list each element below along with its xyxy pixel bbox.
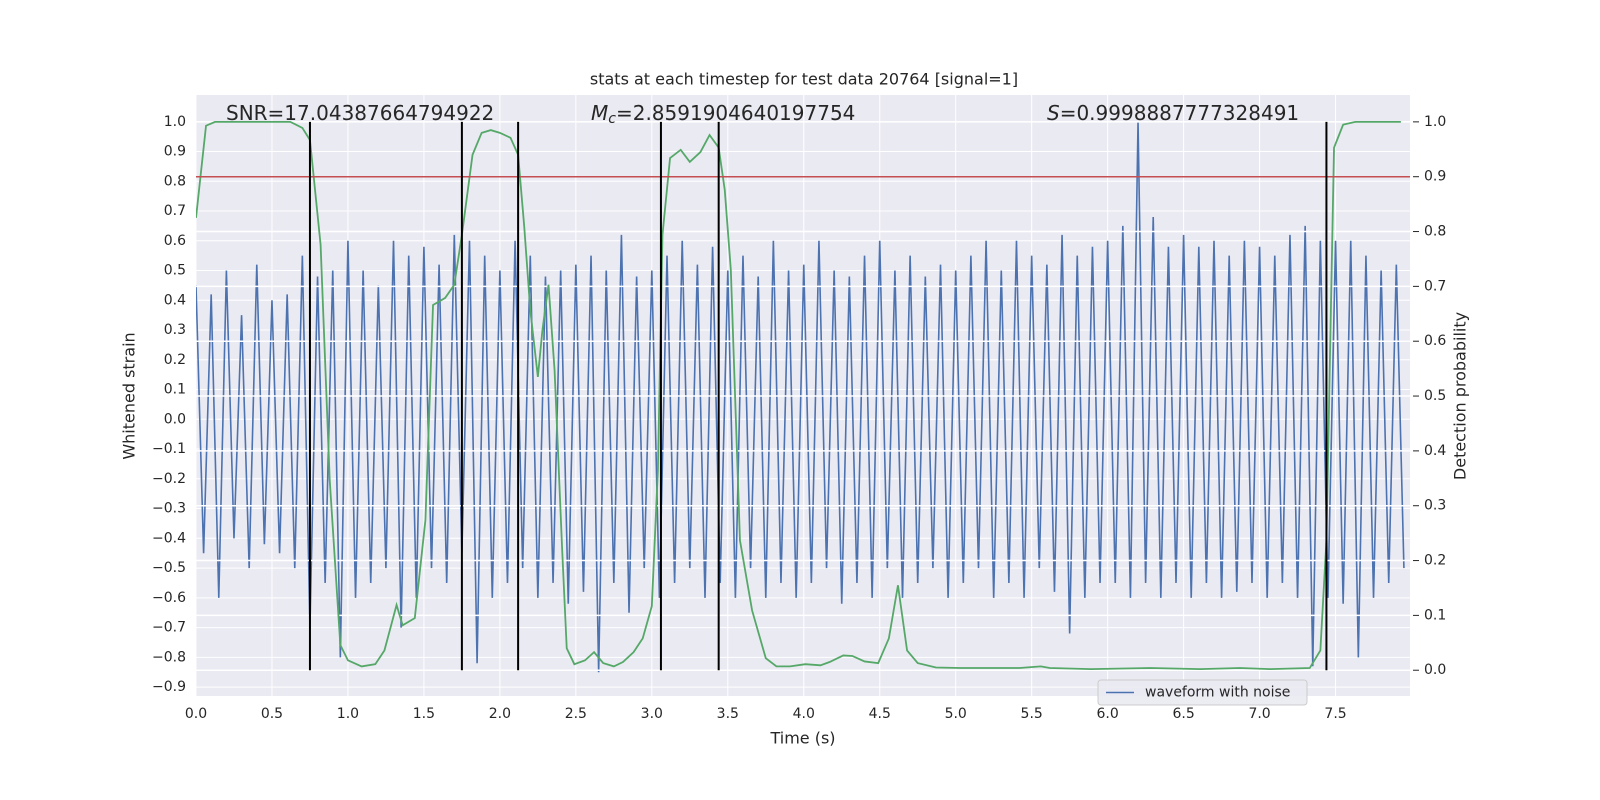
annotation: SNR=17.04387664794922 [226, 101, 494, 125]
x-tick-label: 3.5 [717, 706, 739, 722]
x-tick-label: 7.5 [1324, 706, 1346, 722]
y2-tick-label: 0.5 [1424, 388, 1446, 404]
annotation-symbol: M [591, 101, 608, 125]
x-tick-label: 1.5 [413, 706, 435, 722]
y-tick-label: −0.2 [152, 471, 186, 487]
y-tick-label: 0.9 [164, 144, 186, 160]
y2-tick-label: 0.3 [1424, 498, 1446, 514]
y2-tick-label: 1.0 [1424, 114, 1446, 130]
y-tick-label: −0.4 [152, 530, 186, 546]
chart-title: stats at each timestep for test data 207… [590, 70, 1018, 89]
y-tick-label: 0.4 [164, 292, 186, 308]
x-tick-label: 2.5 [565, 706, 587, 722]
x-tick-label: 7.0 [1248, 706, 1270, 722]
series-line [196, 120, 1401, 671]
y2-tick-label: 0.7 [1424, 278, 1446, 294]
y-tick-label: 0.7 [164, 203, 186, 219]
series-line [196, 121, 1405, 673]
y2-tick-label: 0.1 [1424, 607, 1446, 623]
y-tick-label: 0.2 [164, 352, 186, 368]
x-tick-label: 4.0 [793, 706, 815, 722]
x-tick-label: 0.0 [185, 706, 207, 722]
y-tick-label: 0.3 [164, 322, 186, 338]
x-tick-label: 5.0 [945, 706, 967, 722]
y2-axis-label: Detection probability [1451, 312, 1470, 480]
y-tick-label: −0.8 [152, 649, 186, 665]
annotation-text: =2.8591904640197754 [616, 101, 855, 125]
y2-tick-label: 0.2 [1424, 553, 1446, 569]
y-axis-label: Whitened strain [120, 332, 139, 459]
annotation-text: =0.9998887777328491 [1060, 101, 1299, 125]
y2-tick-label: 0.0 [1424, 662, 1446, 678]
x-tick-label: 2.0 [489, 706, 511, 722]
x-tick-label: 4.5 [869, 706, 891, 722]
legend-label: waveform with noise [1145, 685, 1290, 701]
y-tick-label: −0.5 [152, 560, 186, 576]
y-tick-label: 0.5 [164, 263, 186, 279]
annotation-symbol: S [1047, 101, 1060, 125]
y2-tick-label: 0.9 [1424, 169, 1446, 185]
y2-tick-label: 0.8 [1424, 224, 1446, 240]
annotation: S=0.9998887777328491 [1047, 101, 1299, 125]
legend-box [1097, 679, 1308, 706]
y2-tick-label: 0.6 [1424, 333, 1446, 349]
annotation-subscript: c [608, 111, 616, 127]
annotation: Mc=2.8591904640197754 [591, 101, 855, 128]
y-tick-label: 0.6 [164, 233, 186, 249]
x-tick-label: 5.5 [1021, 706, 1043, 722]
y-tick-label: −0.7 [152, 620, 186, 636]
x-tick-label: 6.0 [1097, 706, 1119, 722]
x-axis-label: Time (s) [769, 729, 835, 748]
y-tick-label: 1.0 [164, 114, 186, 130]
y-tick-label: 0.8 [164, 173, 186, 189]
x-tick-label: 1.0 [337, 706, 359, 722]
x-tick-label: 3.0 [641, 706, 663, 722]
annotation-text: SNR=17.04387664794922 [226, 101, 494, 125]
x-tick-label: 6.5 [1172, 706, 1194, 722]
y-tick-label: −0.6 [152, 590, 186, 606]
y-tick-label: −0.9 [152, 679, 186, 695]
y-tick-label: −0.1 [152, 441, 186, 457]
y2-tick-label: 0.4 [1424, 443, 1446, 459]
y-tick-label: 0.0 [164, 411, 186, 427]
y-tick-label: −0.3 [152, 501, 186, 517]
x-tick-label: 0.5 [261, 706, 283, 722]
y-tick-label: 0.1 [164, 382, 186, 398]
